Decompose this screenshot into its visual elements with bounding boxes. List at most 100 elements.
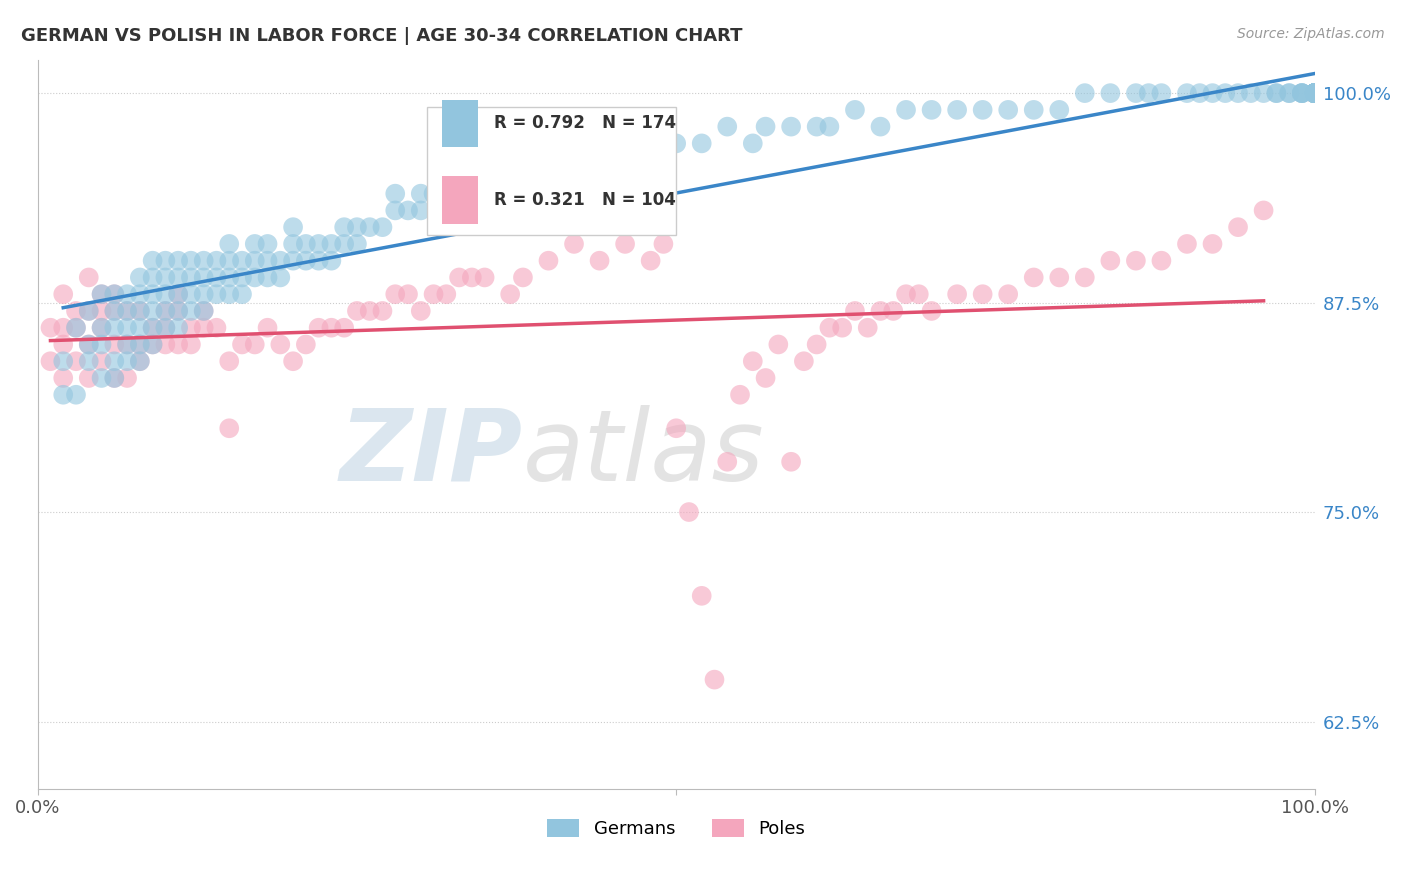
- Point: [972, 103, 994, 117]
- Point: [295, 253, 318, 268]
- Text: atlas: atlas: [523, 405, 765, 501]
- Bar: [443, 177, 478, 224]
- Point: [231, 287, 253, 301]
- Point: [333, 320, 356, 334]
- Point: [754, 120, 776, 134]
- Point: [1227, 86, 1250, 100]
- Point: [115, 304, 138, 318]
- Point: [103, 371, 125, 385]
- Point: [90, 371, 112, 385]
- Point: [218, 253, 240, 268]
- Point: [65, 388, 87, 402]
- Point: [1303, 86, 1326, 100]
- Point: [77, 337, 100, 351]
- Point: [142, 320, 165, 334]
- Text: R = 0.321   N = 104: R = 0.321 N = 104: [494, 191, 675, 209]
- Point: [1047, 103, 1070, 117]
- Point: [295, 236, 318, 251]
- Point: [537, 253, 560, 268]
- Point: [1201, 236, 1223, 251]
- Point: [384, 287, 406, 301]
- Point: [103, 320, 125, 334]
- Point: [997, 287, 1019, 301]
- Point: [167, 287, 190, 301]
- Point: [281, 236, 304, 251]
- Point: [1265, 86, 1288, 100]
- Point: [218, 287, 240, 301]
- Point: [77, 337, 100, 351]
- Point: [1291, 86, 1313, 100]
- Point: [180, 304, 202, 318]
- Point: [90, 320, 112, 334]
- Point: [205, 287, 228, 301]
- Point: [243, 270, 266, 285]
- Point: [77, 354, 100, 368]
- Text: GERMAN VS POLISH IN LABOR FORCE | AGE 30-34 CORRELATION CHART: GERMAN VS POLISH IN LABOR FORCE | AGE 30…: [21, 27, 742, 45]
- Point: [1278, 86, 1301, 100]
- Point: [1303, 86, 1326, 100]
- Point: [1303, 86, 1326, 100]
- Point: [1303, 86, 1326, 100]
- Point: [193, 287, 215, 301]
- Point: [52, 388, 75, 402]
- Point: [346, 236, 368, 251]
- Point: [295, 337, 318, 351]
- Point: [90, 354, 112, 368]
- Point: [1291, 86, 1313, 100]
- Point: [167, 270, 190, 285]
- Point: [167, 287, 190, 301]
- Point: [115, 304, 138, 318]
- Point: [128, 287, 150, 301]
- Point: [499, 287, 522, 301]
- Point: [52, 320, 75, 334]
- Point: [256, 253, 278, 268]
- Point: [1303, 86, 1326, 100]
- Point: [256, 270, 278, 285]
- Point: [52, 371, 75, 385]
- Point: [128, 337, 150, 351]
- Point: [103, 304, 125, 318]
- Point: [115, 337, 138, 351]
- Point: [167, 337, 190, 351]
- Point: [1175, 86, 1198, 100]
- Point: [39, 354, 62, 368]
- Point: [1303, 86, 1326, 100]
- Point: [882, 304, 904, 318]
- Point: [115, 287, 138, 301]
- Point: [434, 186, 457, 201]
- Point: [972, 287, 994, 301]
- Point: [39, 320, 62, 334]
- Point: [1253, 86, 1275, 100]
- Point: [1303, 86, 1326, 100]
- Point: [180, 337, 202, 351]
- Point: [1303, 86, 1326, 100]
- Point: [281, 253, 304, 268]
- Point: [741, 354, 763, 368]
- Point: [218, 421, 240, 435]
- Point: [537, 153, 560, 168]
- Point: [614, 136, 637, 151]
- Point: [52, 354, 75, 368]
- Point: [193, 320, 215, 334]
- Point: [103, 337, 125, 351]
- Point: [103, 287, 125, 301]
- Point: [321, 320, 343, 334]
- Point: [371, 220, 394, 235]
- Point: [115, 371, 138, 385]
- Point: [256, 320, 278, 334]
- Point: [921, 103, 943, 117]
- Point: [474, 169, 496, 184]
- Point: [1099, 86, 1122, 100]
- Point: [422, 287, 444, 301]
- Point: [1175, 236, 1198, 251]
- Point: [308, 236, 330, 251]
- Point: [90, 304, 112, 318]
- Point: [231, 253, 253, 268]
- Point: [128, 304, 150, 318]
- Point: [844, 304, 866, 318]
- Point: [321, 253, 343, 268]
- Point: [333, 220, 356, 235]
- Point: [741, 136, 763, 151]
- Point: [1303, 86, 1326, 100]
- Point: [103, 287, 125, 301]
